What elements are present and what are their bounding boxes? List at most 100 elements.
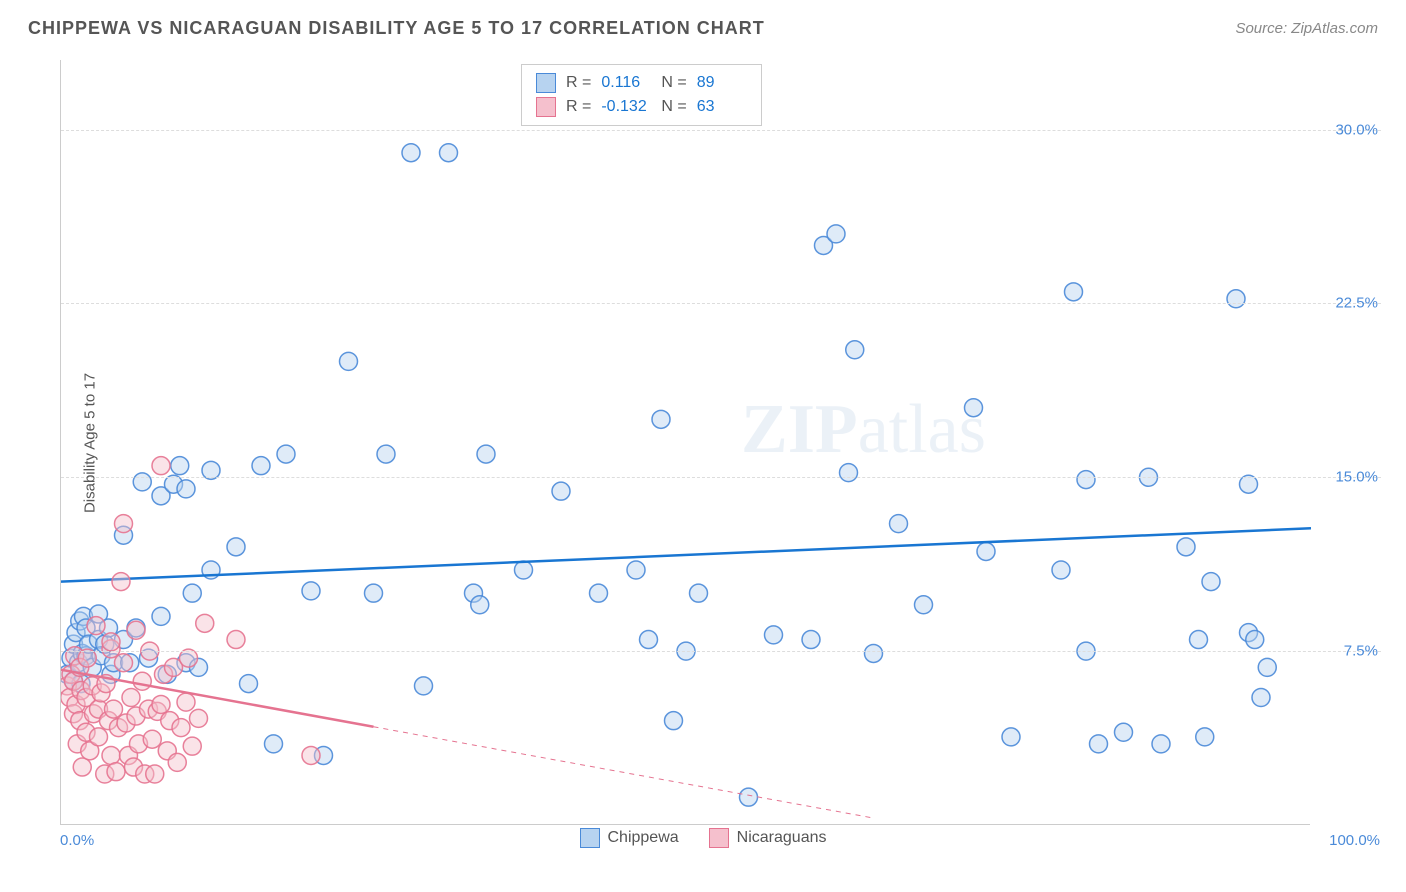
data-point: [690, 584, 708, 602]
data-point: [802, 631, 820, 649]
stats-row: R =-0.132N =63: [536, 95, 747, 119]
data-point: [440, 144, 458, 162]
data-point: [133, 672, 151, 690]
data-point: [105, 700, 123, 718]
data-point: [302, 746, 320, 764]
data-point: [277, 445, 295, 463]
legend-item: Chippewa: [580, 828, 679, 848]
data-point: [168, 753, 186, 771]
data-point: [183, 584, 201, 602]
data-point: [840, 464, 858, 482]
data-point: [640, 631, 658, 649]
data-point: [515, 561, 533, 579]
data-point: [127, 621, 145, 639]
legend-label: Chippewa: [608, 829, 679, 847]
data-point: [152, 457, 170, 475]
data-point: [627, 561, 645, 579]
source-label: Source: ZipAtlas.com: [1235, 20, 1378, 37]
data-point: [73, 758, 91, 776]
data-point: [133, 473, 151, 491]
data-point: [477, 445, 495, 463]
data-point: [190, 709, 208, 727]
data-point: [227, 631, 245, 649]
legend-item: Nicaraguans: [709, 828, 827, 848]
data-point: [122, 689, 140, 707]
data-point: [90, 728, 108, 746]
data-point: [240, 675, 258, 693]
data-point: [112, 573, 130, 591]
data-point: [152, 607, 170, 625]
gridline: [61, 130, 1381, 131]
stats-row: R =0.116N =89: [536, 71, 747, 95]
trend-line: [61, 528, 1311, 581]
data-point: [415, 677, 433, 695]
stats-legend: R =0.116N =89R =-0.132N =63: [521, 64, 762, 126]
gridline: [61, 303, 1381, 304]
data-point: [115, 515, 133, 533]
data-point: [171, 457, 189, 475]
data-point: [1152, 735, 1170, 753]
data-point: [915, 596, 933, 614]
chart-area: R =0.116N =89R =-0.132N =63 ZIPatlas 7.5…: [60, 60, 1380, 825]
data-point: [865, 644, 883, 662]
data-point: [302, 582, 320, 600]
data-point: [1258, 658, 1276, 676]
data-point: [1202, 573, 1220, 591]
data-point: [552, 482, 570, 500]
data-point: [890, 515, 908, 533]
data-point: [846, 341, 864, 359]
data-point: [107, 763, 125, 781]
data-point: [1115, 723, 1133, 741]
legend-swatch: [536, 73, 556, 93]
legend-label: Nicaraguans: [737, 829, 827, 847]
data-point: [87, 617, 105, 635]
data-point: [365, 584, 383, 602]
data-point: [340, 352, 358, 370]
data-point: [143, 730, 161, 748]
trend-line-extension: [374, 727, 874, 818]
data-point: [265, 735, 283, 753]
data-point: [1196, 728, 1214, 746]
data-point: [146, 765, 164, 783]
data-point: [471, 596, 489, 614]
data-point: [590, 584, 608, 602]
data-point: [1052, 561, 1070, 579]
legend-swatch: [536, 97, 556, 117]
data-point: [765, 626, 783, 644]
legend-swatch: [580, 828, 600, 848]
data-point: [652, 410, 670, 428]
data-point: [152, 695, 170, 713]
data-point: [177, 480, 195, 498]
data-point: [196, 614, 214, 632]
data-point: [1227, 290, 1245, 308]
data-point: [402, 144, 420, 162]
data-point: [965, 399, 983, 417]
data-point: [665, 712, 683, 730]
data-point: [172, 719, 190, 737]
data-point: [183, 737, 201, 755]
chart-title: CHIPPEWA VS NICARAGUAN DISABILITY AGE 5 …: [28, 18, 765, 39]
data-point: [1252, 689, 1270, 707]
series-legend: Chippewa Nicaraguans: [0, 828, 1406, 848]
data-point: [827, 225, 845, 243]
y-tick-label: 7.5%: [1344, 643, 1378, 660]
data-point: [102, 746, 120, 764]
data-point: [252, 457, 270, 475]
data-point: [177, 693, 195, 711]
y-tick-label: 15.0%: [1335, 469, 1378, 486]
data-point: [1090, 735, 1108, 753]
data-point: [115, 654, 133, 672]
data-point: [977, 542, 995, 560]
data-point: [227, 538, 245, 556]
data-point: [1065, 283, 1083, 301]
plot-area: R =0.116N =89R =-0.132N =63 ZIPatlas 7.5…: [60, 60, 1310, 825]
data-point: [1177, 538, 1195, 556]
y-axis-title: Disability Age 5 to 17: [82, 372, 99, 512]
y-tick-label: 30.0%: [1335, 121, 1378, 138]
data-point: [1190, 631, 1208, 649]
gridline: [61, 651, 1381, 652]
data-point: [1246, 631, 1264, 649]
data-point: [1002, 728, 1020, 746]
legend-swatch: [709, 828, 729, 848]
data-point: [377, 445, 395, 463]
